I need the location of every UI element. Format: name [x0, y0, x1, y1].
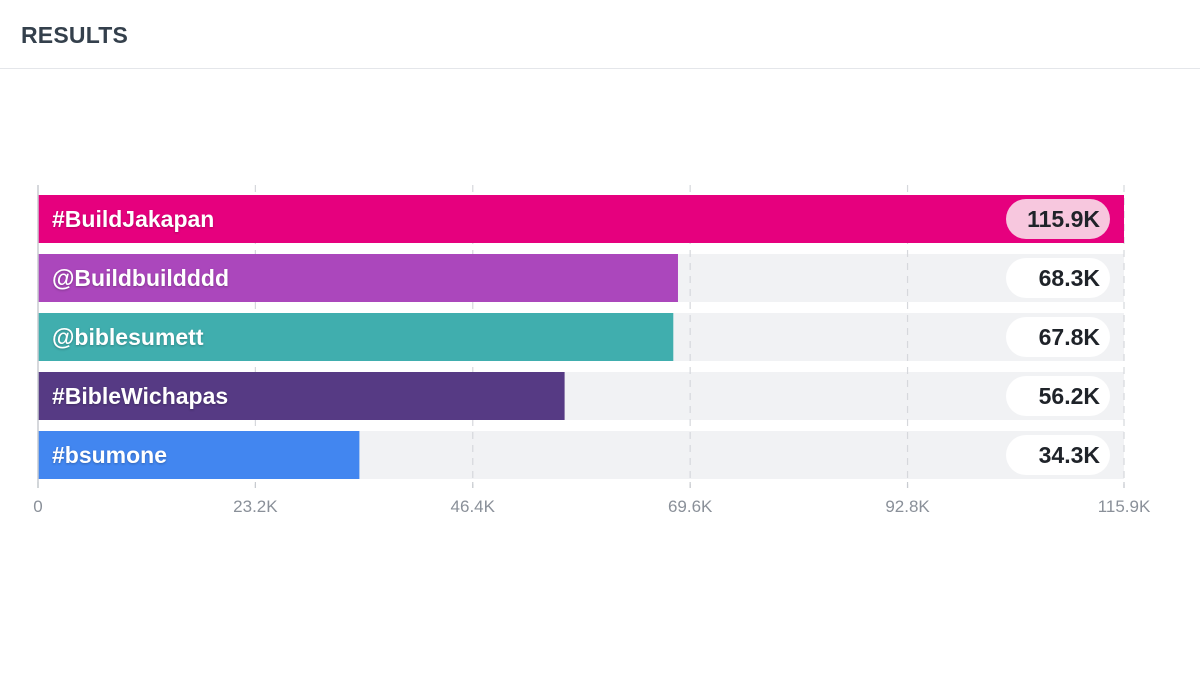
bar-label: #BibleWichapas — [52, 383, 228, 409]
x-tick-label: 0 — [33, 497, 42, 516]
value-label: 115.9K — [1027, 206, 1100, 232]
x-tick-label: 92.8K — [885, 497, 930, 516]
bar — [38, 254, 678, 302]
value-pill — [1006, 199, 1110, 239]
value-label: 67.8K — [1039, 324, 1101, 350]
value-pill — [1006, 258, 1110, 298]
bar-label: @biblesumett — [52, 324, 204, 350]
x-tick-label: 46.4K — [451, 497, 496, 516]
x-tick-label: 23.2K — [233, 497, 278, 516]
x-tick-label: 69.6K — [668, 497, 713, 516]
bar — [38, 431, 360, 479]
bar — [38, 372, 565, 420]
value-label: 68.3K — [1039, 265, 1101, 291]
value-label: 34.3K — [1039, 442, 1101, 468]
value-pill — [1006, 435, 1110, 475]
bar — [38, 195, 1124, 243]
bar-label: #BuildJakapan — [52, 206, 214, 232]
x-tick-label: 115.9K — [1098, 497, 1151, 516]
bar-label: #bsumone — [52, 442, 167, 468]
results-header: RESULTS — [0, 0, 1200, 69]
value-pill — [1006, 317, 1110, 357]
page-title: RESULTS — [21, 22, 129, 48]
bar — [38, 313, 674, 361]
value-label: 56.2K — [1039, 383, 1101, 409]
bar-label: @Buildbuildddd — [52, 265, 229, 291]
value-pill — [1006, 376, 1110, 416]
